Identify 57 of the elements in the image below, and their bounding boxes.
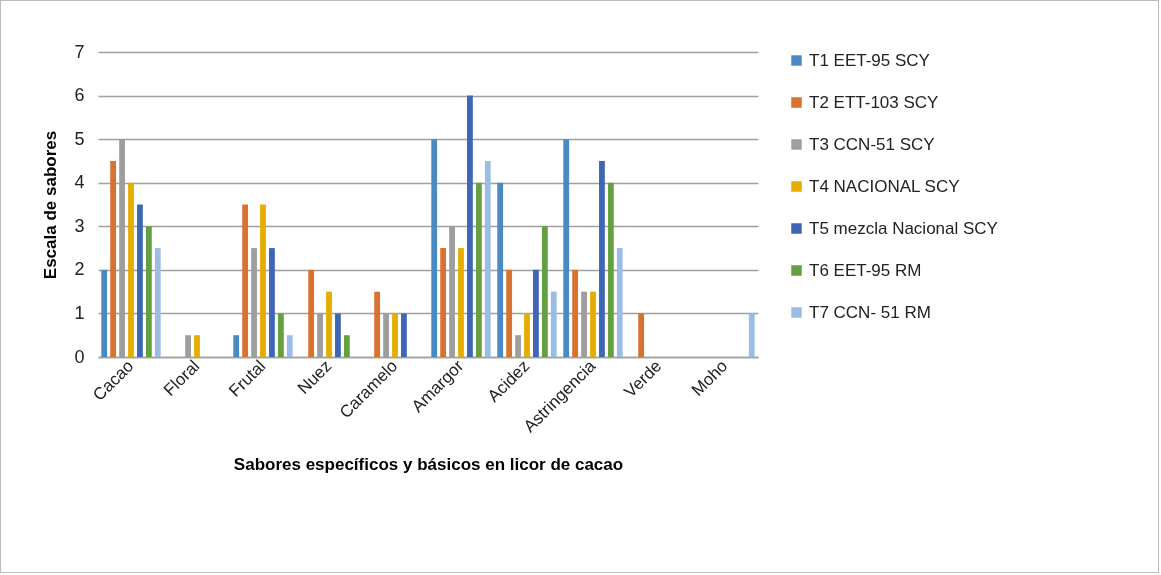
legend-label: T3 CCN-51 SCY xyxy=(809,134,935,154)
bar xyxy=(308,269,315,357)
bar xyxy=(599,160,605,357)
bar xyxy=(524,313,530,357)
bar xyxy=(550,291,557,357)
bar xyxy=(374,291,381,357)
legend-label: T4 NACIONAL SCY xyxy=(809,176,960,196)
bar xyxy=(533,269,539,357)
bar xyxy=(392,313,398,357)
bar xyxy=(145,226,152,357)
y-tick-label: 0 xyxy=(74,346,85,367)
bar xyxy=(616,248,623,357)
bar xyxy=(484,160,491,357)
legend-label: T7 CCN- 51 RM xyxy=(809,302,931,322)
y-tick-label: 7 xyxy=(74,41,85,62)
bar xyxy=(194,335,200,357)
bar xyxy=(590,291,596,357)
bar xyxy=(277,313,284,357)
bar xyxy=(110,160,117,357)
bar xyxy=(475,182,482,357)
bar xyxy=(286,335,293,357)
y-tick-label: 3 xyxy=(74,215,85,236)
bar xyxy=(467,95,473,357)
bar xyxy=(431,139,438,357)
y-tick-label: 5 xyxy=(74,128,85,149)
y-tick-label: 1 xyxy=(74,302,85,323)
bar xyxy=(137,204,143,357)
bar xyxy=(128,182,134,357)
legend-label: T2 ETT-103 SCY xyxy=(809,92,939,112)
bar xyxy=(242,204,249,357)
legend-label: T1 EET-95 SCY xyxy=(809,50,930,70)
x-axis-title: Sabores específicos y básicos en licor de cacao xyxy=(233,455,624,475)
y-axis-title: Escala de sabores xyxy=(41,130,61,280)
bar xyxy=(458,248,464,357)
y-tick-label: 4 xyxy=(74,172,85,193)
bar xyxy=(335,313,341,357)
bar xyxy=(541,226,548,357)
legend-label: T5 mezcla Nacional SCY xyxy=(809,218,998,238)
bar xyxy=(260,204,266,357)
bar xyxy=(748,313,755,357)
legend-label: T6 EET-95 RM xyxy=(809,260,922,280)
bar xyxy=(440,248,447,357)
bar xyxy=(563,139,570,357)
bar xyxy=(343,335,350,357)
bar xyxy=(326,291,332,357)
y-tick-label: 2 xyxy=(74,259,85,280)
bar xyxy=(269,248,275,357)
y-tick-label: 6 xyxy=(74,85,85,106)
bar xyxy=(401,313,407,357)
bar xyxy=(572,269,579,357)
bar xyxy=(506,269,513,357)
bar xyxy=(607,182,614,357)
bar xyxy=(233,335,240,357)
bar xyxy=(154,248,161,357)
bar xyxy=(497,182,504,357)
bar xyxy=(638,313,645,357)
bar xyxy=(101,269,108,357)
